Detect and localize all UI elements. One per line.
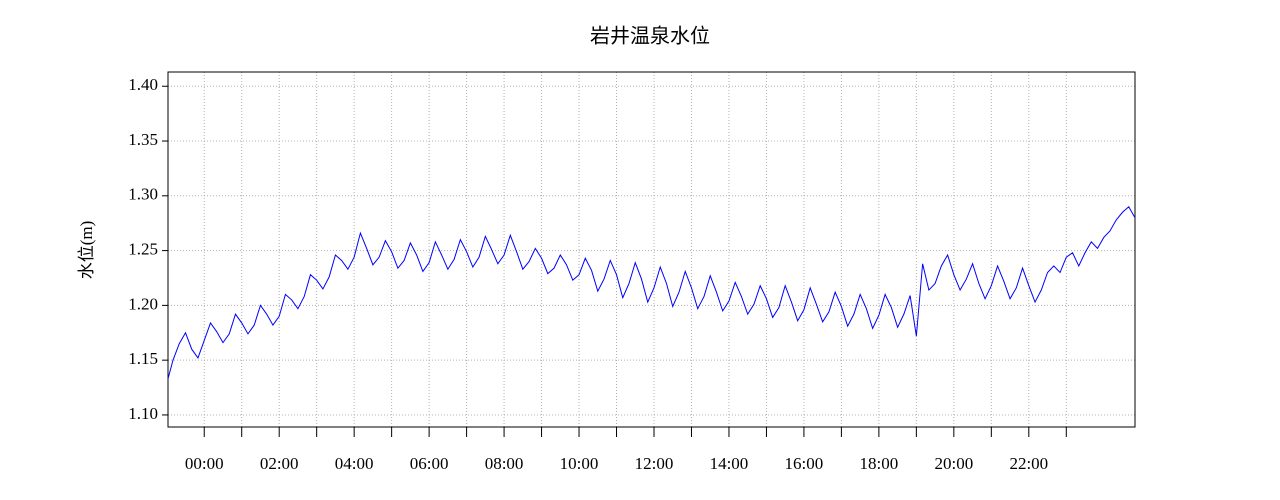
- x-tick-label: 16:00: [785, 454, 824, 473]
- y-axis-label: 水位(m): [77, 221, 96, 280]
- x-tick-label: 02:00: [260, 454, 299, 473]
- x-tick-label: 00:00: [185, 454, 224, 473]
- y-tick-label: 1.20: [128, 294, 158, 313]
- y-tick-label: 1.35: [128, 130, 158, 149]
- chart-title: 岩井温泉水位: [590, 25, 710, 48]
- y-tick-label: 1.25: [128, 240, 158, 259]
- plot-frame: [167, 71, 1136, 428]
- x-tick-label: 20:00: [934, 454, 973, 473]
- x-tick-label: 04:00: [335, 454, 374, 473]
- y-tick-label: 1.30: [128, 185, 158, 204]
- y-tick-label: 1.40: [128, 75, 158, 94]
- x-tick-label: 12:00: [635, 454, 674, 473]
- x-tick-label: 22:00: [1009, 454, 1048, 473]
- data-line: [167, 205, 1136, 379]
- x-tick-label: 06:00: [410, 454, 449, 473]
- x-tick-label: 08:00: [485, 454, 524, 473]
- x-tick-label: 10:00: [560, 454, 599, 473]
- x-tick-label: 18:00: [860, 454, 899, 473]
- y-tick-label: 1.10: [128, 404, 158, 423]
- y-tick-label: 1.15: [128, 349, 158, 368]
- x-tick-label: 14:00: [710, 454, 749, 473]
